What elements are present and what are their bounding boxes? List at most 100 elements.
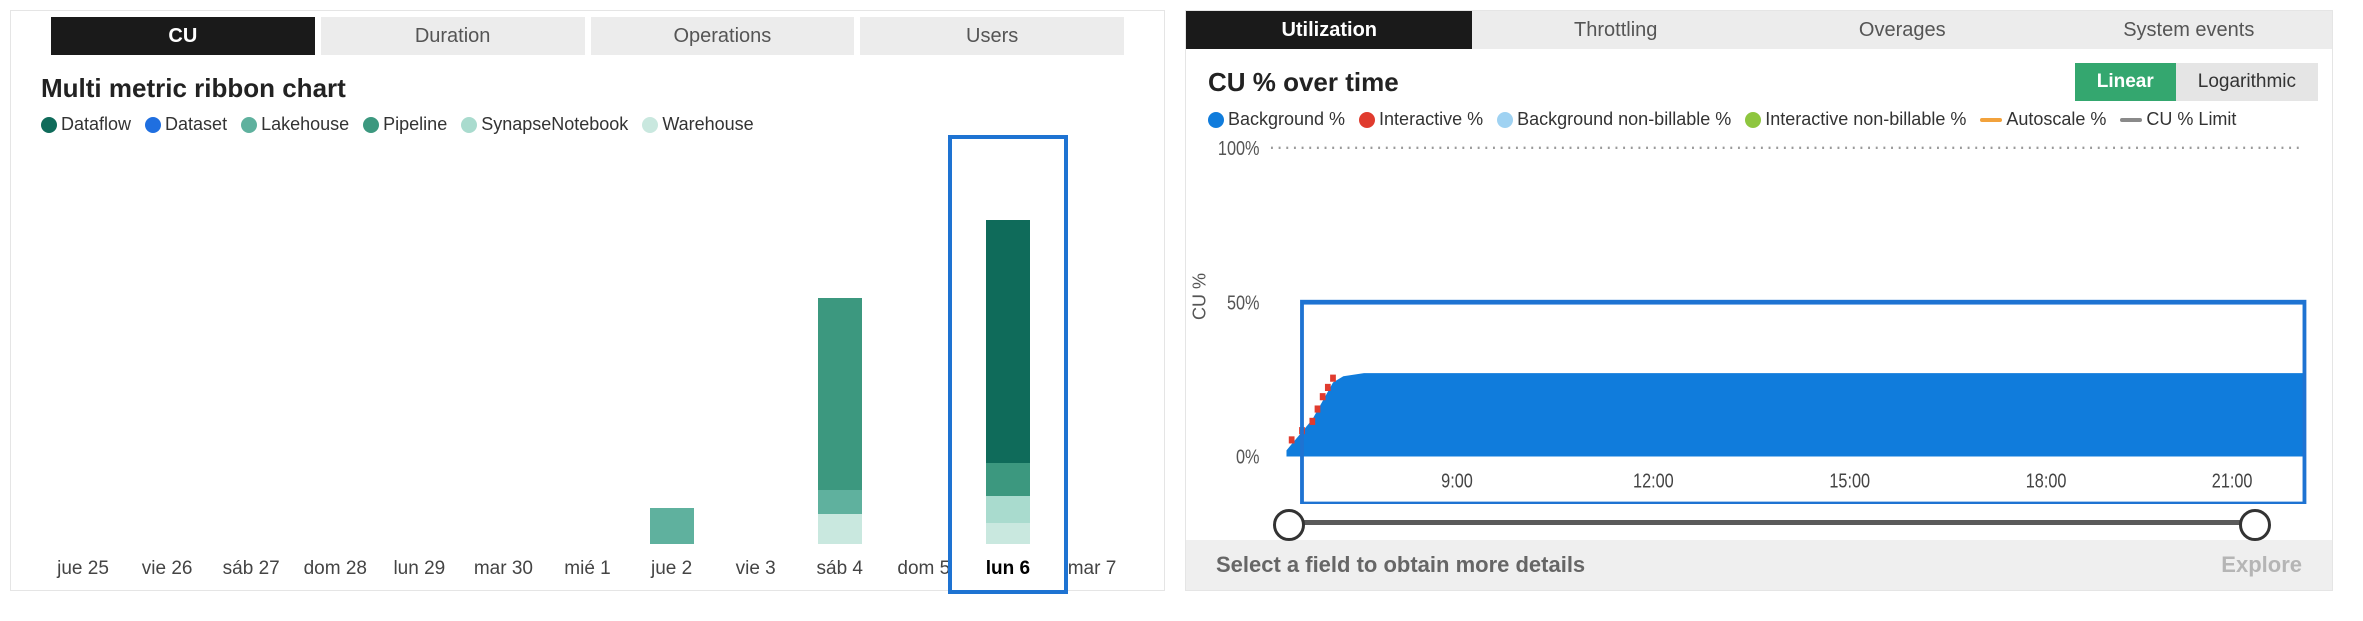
xaxis-label: mar 7 <box>1050 558 1134 580</box>
swatch-icon <box>363 117 379 133</box>
bar-segment-warehouse <box>818 514 862 544</box>
scale-linear-button[interactable]: Linear <box>2075 63 2176 101</box>
svg-text:12:00: 12:00 <box>1633 469 1674 492</box>
legend-label: Pipeline <box>383 114 447 135</box>
bar-stack <box>818 298 862 544</box>
legend-item-synapsenotebook[interactable]: SynapseNotebook <box>461 114 628 135</box>
legend-label: Autoscale % <box>2006 109 2106 130</box>
left-legend: Dataflow Dataset Lakehouse Pipeline SynapseN… <box>11 114 1164 135</box>
svg-text:100%: 100% <box>1218 136 1260 159</box>
xaxis-label: lun 29 <box>377 558 461 580</box>
slider-handle-end[interactable] <box>2239 509 2271 541</box>
left-tab-operations[interactable]: Operations <box>591 17 855 55</box>
legend-label: Background non-billable % <box>1517 109 1731 130</box>
xaxis-label: jue 2 <box>630 558 714 580</box>
explore-button[interactable]: Explore <box>2221 552 2302 578</box>
xaxis-label: sáb 4 <box>798 558 882 580</box>
legend-item[interactable]: Interactive non-billable % <box>1745 109 1966 130</box>
svg-text:50%: 50% <box>1227 291 1260 314</box>
legend-item[interactable]: CU % Limit <box>2120 109 2236 130</box>
xaxis-label: mar 30 <box>461 558 545 580</box>
right-tab-system-events[interactable]: System events <box>2046 11 2333 49</box>
swatch-icon <box>41 117 57 133</box>
slider-handle-start[interactable] <box>1273 509 1305 541</box>
legend-label: Dataflow <box>61 114 131 135</box>
bar-segment-synapsenotebook <box>986 496 1030 523</box>
right-tab-overages[interactable]: Overages <box>1759 11 2046 49</box>
legend-label: Dataset <box>165 114 227 135</box>
scale-logarithmic-button[interactable]: Logarithmic <box>2176 63 2318 101</box>
bar-col[interactable] <box>630 508 714 544</box>
xaxis-label: vie 26 <box>125 558 209 580</box>
legend-label: SynapseNotebook <box>481 114 628 135</box>
left-tabs: CUDurationOperationsUsers <box>11 11 1164 55</box>
xaxis-label: mié 1 <box>545 558 629 580</box>
left-tab-users[interactable]: Users <box>860 17 1124 55</box>
left-tab-duration[interactable]: Duration <box>321 17 585 55</box>
legend-label: CU % Limit <box>2146 109 2236 130</box>
right-tab-throttling[interactable]: Throttling <box>1472 11 1759 49</box>
ribbon-xaxis: jue 25vie 26sáb 27dom 28lun 29mar 30mié … <box>41 544 1134 580</box>
xaxis-label: vie 3 <box>714 558 798 580</box>
xaxis-label: dom 5 <box>882 558 966 580</box>
svg-text:9:00: 9:00 <box>1441 469 1473 492</box>
swatch-icon <box>642 117 658 133</box>
legend-label: Interactive % <box>1379 109 1483 130</box>
xaxis-label: jue 25 <box>41 558 125 580</box>
bar-segment-lakehouse <box>818 490 862 514</box>
legend-item-pipeline[interactable]: Pipeline <box>363 114 447 135</box>
swatch-icon <box>145 117 161 133</box>
right-legend: Background % Interactive % Background non-… <box>1186 109 2332 130</box>
legend-label: Warehouse <box>662 114 753 135</box>
legend-item-dataset[interactable]: Dataset <box>145 114 227 135</box>
panel-multi-metric: CUDurationOperationsUsers Multi metric r… <box>10 10 1165 591</box>
svg-text:15:00: 15:00 <box>1829 469 1870 492</box>
scale-toggle: LinearLogarithmic <box>2075 63 2318 101</box>
legend-item-warehouse[interactable]: Warehouse <box>642 114 753 135</box>
ribbon-bars <box>41 145 1134 544</box>
cu-svg: 0% 50% 100% 9:00 12:00 15:00 18:00 21:00 <box>1204 136 2314 504</box>
swatch-icon <box>461 117 477 133</box>
bar-stack <box>650 508 694 544</box>
right-tabs: UtilizationThrottlingOveragesSystem even… <box>1186 11 2332 49</box>
xaxis-label: dom 28 <box>293 558 377 580</box>
bar-segment-lakehouse <box>650 508 694 544</box>
swatch-icon <box>241 117 257 133</box>
legend-item[interactable]: Background % <box>1208 109 1345 130</box>
bar-stack <box>986 220 1030 544</box>
legend-item[interactable]: Autoscale % <box>1980 109 2106 130</box>
left-tab-cu[interactable]: CU <box>51 17 315 55</box>
legend-item-lakehouse[interactable]: Lakehouse <box>241 114 349 135</box>
legend-item[interactable]: Interactive % <box>1359 109 1483 130</box>
xaxis-label: sáb 27 <box>209 558 293 580</box>
slider-track <box>1286 520 2252 525</box>
time-slider[interactable] <box>1286 506 2252 540</box>
line-swatch-icon <box>2120 118 2142 122</box>
yaxis-title: CU % <box>1189 273 1210 320</box>
svg-text:21:00: 21:00 <box>2212 469 2253 492</box>
swatch-icon <box>1359 112 1375 128</box>
legend-label: Interactive non-billable % <box>1765 109 1966 130</box>
footer-row: Select a field to obtain more details Ex… <box>1186 540 2332 590</box>
xaxis-label: lun 6 <box>966 558 1050 580</box>
legend-item[interactable]: Background non-billable % <box>1497 109 1731 130</box>
legend-item-dataflow[interactable]: Dataflow <box>41 114 131 135</box>
legend-label: Lakehouse <box>261 114 349 135</box>
bar-segment-warehouse <box>986 523 1030 544</box>
bar-col[interactable] <box>798 298 882 544</box>
right-title: CU % over time <box>1208 67 1399 98</box>
ribbon-chart: jue 25vie 26sáb 27dom 28lun 29mar 30mié … <box>11 135 1164 590</box>
bar-segment-pipeline <box>818 298 862 490</box>
bar-segment-pipeline <box>986 463 1030 496</box>
left-title: Multi metric ribbon chart <box>11 55 1164 114</box>
legend-label: Background % <box>1228 109 1345 130</box>
bar-col[interactable] <box>966 220 1050 544</box>
panel-cu-over-time: UtilizationThrottlingOveragesSystem even… <box>1185 10 2333 591</box>
line-swatch-icon <box>1980 118 2002 122</box>
right-tab-utilization[interactable]: Utilization <box>1186 11 1473 49</box>
svg-text:18:00: 18:00 <box>2026 469 2067 492</box>
svg-text:0%: 0% <box>1236 445 1259 468</box>
footer-text: Select a field to obtain more details <box>1216 552 1585 578</box>
bar-segment-dataflow <box>986 220 1030 463</box>
swatch-icon <box>1745 112 1761 128</box>
